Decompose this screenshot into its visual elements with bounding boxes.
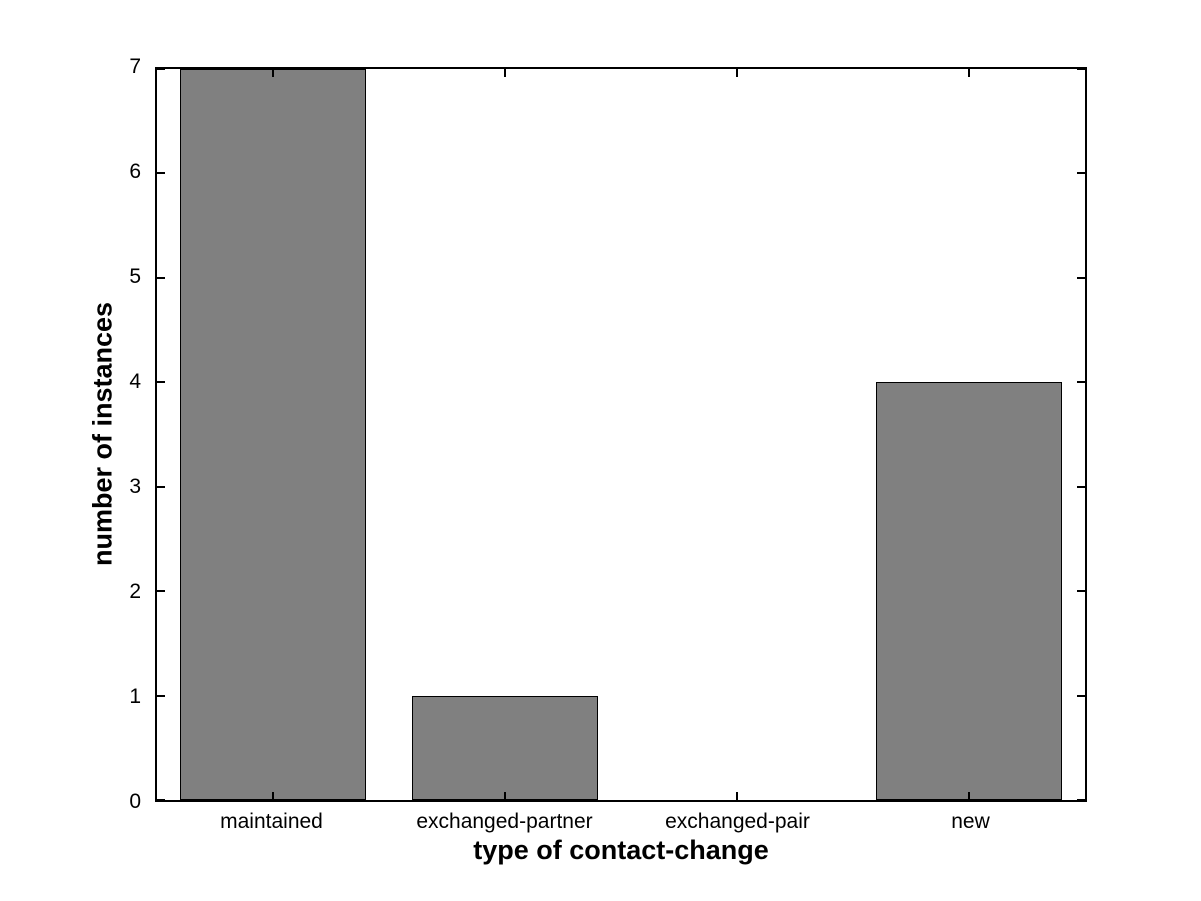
y-tick-label: 7 [129, 55, 141, 78]
y-tick-mark [1077, 590, 1085, 593]
x-tick-mark [272, 792, 274, 800]
x-tick-mark [736, 69, 738, 77]
y-tick-mark [157, 68, 165, 70]
x-tick-mark [968, 69, 970, 77]
x-tick-mark [504, 69, 506, 77]
y-tick-label: 6 [129, 160, 141, 183]
y-tick-mark [157, 694, 165, 697]
y-tick-mark [1077, 172, 1085, 175]
y-tick-mark [1077, 694, 1085, 697]
x-tick-label-exchanged-partner: exchanged-partner [416, 810, 593, 833]
x-tick-mark [272, 69, 274, 77]
y-tick-mark [1077, 485, 1085, 488]
x-tick-mark [736, 792, 738, 800]
y-tick-mark [157, 799, 165, 801]
plot-area [155, 67, 1087, 802]
y-axis-title-text: number of instances [87, 301, 118, 567]
x-axis-title: type of contact-change [473, 835, 769, 865]
y-tick-mark [1077, 381, 1085, 384]
y-tick-mark [157, 276, 165, 279]
x-tick-mark [968, 792, 970, 800]
y-tick-label: 3 [129, 475, 141, 498]
x-tick-label-exchanged-pair: exchanged-pair [665, 810, 810, 833]
y-tick-label: 1 [129, 685, 141, 708]
y-tick-mark [1077, 68, 1085, 70]
y-tick-mark [1077, 799, 1085, 801]
bar-new [876, 382, 1062, 800]
x-tick-mark [504, 792, 506, 800]
y-tick-label: 4 [129, 370, 141, 393]
y-tick-mark [1077, 276, 1085, 279]
bar-maintained [180, 69, 366, 800]
x-tick-label-new: new [951, 810, 990, 833]
bar-exchanged-partner [412, 695, 598, 800]
y-tick-label: 0 [129, 790, 141, 813]
y-tick-label: 2 [129, 580, 141, 603]
y-tick-mark [157, 381, 165, 384]
x-tick-label-maintained: maintained [220, 810, 323, 833]
y-tick-label: 5 [129, 265, 141, 288]
y-tick-mark [157, 590, 165, 593]
y-tick-mark [157, 485, 165, 488]
y-tick-mark [157, 172, 165, 175]
